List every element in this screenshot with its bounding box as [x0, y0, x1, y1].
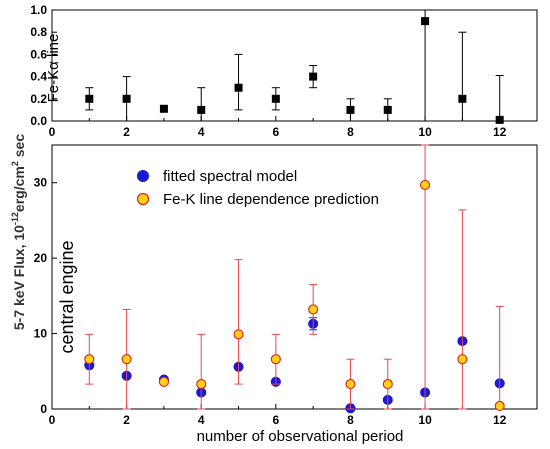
series-1-1-point — [84, 354, 95, 365]
x-tick-label: 6 — [273, 125, 280, 139]
series-0-0-point — [234, 83, 243, 92]
bottom-panel-frame — [51, 144, 538, 410]
bottom-panel-label: central engine — [57, 240, 77, 353]
top-panel-frame — [51, 9, 538, 122]
x-tick-label: 8 — [347, 125, 354, 139]
y-axis-title: 5-7 keV Flux, 10-12erg/cm2 sec — [10, 134, 27, 330]
series-1-1-point — [308, 304, 319, 315]
top-panel-axes: 0 2 4 6 8 10 12 0.0 0.2 0.4 0.6 0.8 1.0 — [30, 3, 538, 139]
y-axis-title-part-3: erg/cm — [11, 166, 27, 212]
series-0-0-point — [383, 105, 392, 114]
x-tick-label: 2 — [123, 125, 130, 139]
x-axis-title: number of observational period — [197, 428, 404, 445]
x-tick-label: 4 — [198, 125, 205, 139]
y-tick-label: 0.6 — [30, 47, 47, 61]
y-axis-title-part-2: -12 — [10, 212, 20, 225]
top-panel-label: Fe-Kα line — [45, 34, 62, 103]
y-tick-label: 10 — [34, 327, 48, 341]
x-tick-label: 0 — [49, 413, 56, 427]
bottom-panel: central engine 5-7 keV Flux, 10-12erg/cm… — [10, 134, 538, 445]
series-0-0-point — [159, 104, 168, 113]
x-tick-label: 2 — [123, 413, 130, 427]
y-axis-title-part-4: 2 — [10, 161, 20, 166]
series-0-0-point — [458, 94, 467, 103]
top-panel-series — [85, 9, 504, 124]
x-tick-label: 8 — [347, 413, 354, 427]
legend-marker-fe-k-line-prediction — [136, 192, 150, 206]
x-tick-label: 0 — [49, 125, 56, 139]
legend-marker-fitted-spectral-model — [137, 170, 149, 182]
legend-label-fitted-spectral-model: fitted spectral model — [163, 168, 297, 185]
series-0-0-point — [271, 94, 280, 103]
series-1-1-point — [345, 379, 356, 390]
series-0-0-point — [122, 94, 131, 103]
top-panel: Fe-Kα line 0 2 4 6 8 10 12 0.0 0.2 0.4 0.6 0.8 1.0 — [30, 3, 538, 139]
x-tick-label: 10 — [418, 413, 432, 427]
series-1-1-point — [196, 379, 207, 390]
series-0-0-point — [346, 105, 355, 114]
series-1-1-point — [121, 354, 132, 365]
bottom-panel-axes: 0 2 4 6 8 10 12 0 10 20 30 — [34, 176, 538, 427]
x-tick-label: 12 — [493, 125, 507, 139]
series-1-1-point — [158, 376, 169, 387]
y-tick-label: 0.0 — [30, 114, 47, 128]
y-axis-title-part-5: sec — [11, 134, 27, 161]
series-1-1-point — [382, 379, 393, 390]
series-1-1-point — [457, 354, 468, 365]
legend-label-fe-k-line-prediction: Fe-K line dependence prediction — [163, 191, 379, 208]
y-axis-title-part-1: 5-7 keV Flux, 10 — [11, 225, 27, 330]
series-1-1-point — [233, 329, 244, 340]
y-tick-label: 0.2 — [30, 92, 47, 106]
y-tick-label: 0.8 — [30, 25, 47, 39]
y-tick-label: 0.4 — [30, 70, 47, 84]
x-tick-label: 12 — [493, 413, 507, 427]
y-tick-label: 20 — [34, 251, 48, 265]
x-tick-label: 10 — [418, 125, 432, 139]
y-tick-label: 1.0 — [30, 3, 47, 17]
series-1-1-point — [420, 179, 431, 191]
series-1-1-point — [494, 400, 505, 412]
x-tick-label: 6 — [273, 413, 280, 427]
x-tick-label: 4 — [198, 413, 205, 427]
series-0-0-point — [197, 105, 206, 114]
series-0-0-point — [309, 72, 318, 81]
series-1-1-point — [270, 354, 281, 365]
series-0-0-point — [495, 115, 504, 124]
legend: fitted spectral model Fe-K line dependen… — [136, 168, 379, 208]
series-0-0-point — [421, 17, 430, 26]
y-tick-label: 30 — [34, 176, 48, 190]
bottom-panel-series — [84, 144, 505, 414]
y-tick-label: 0 — [40, 402, 47, 416]
series-0-0-point — [85, 94, 94, 103]
